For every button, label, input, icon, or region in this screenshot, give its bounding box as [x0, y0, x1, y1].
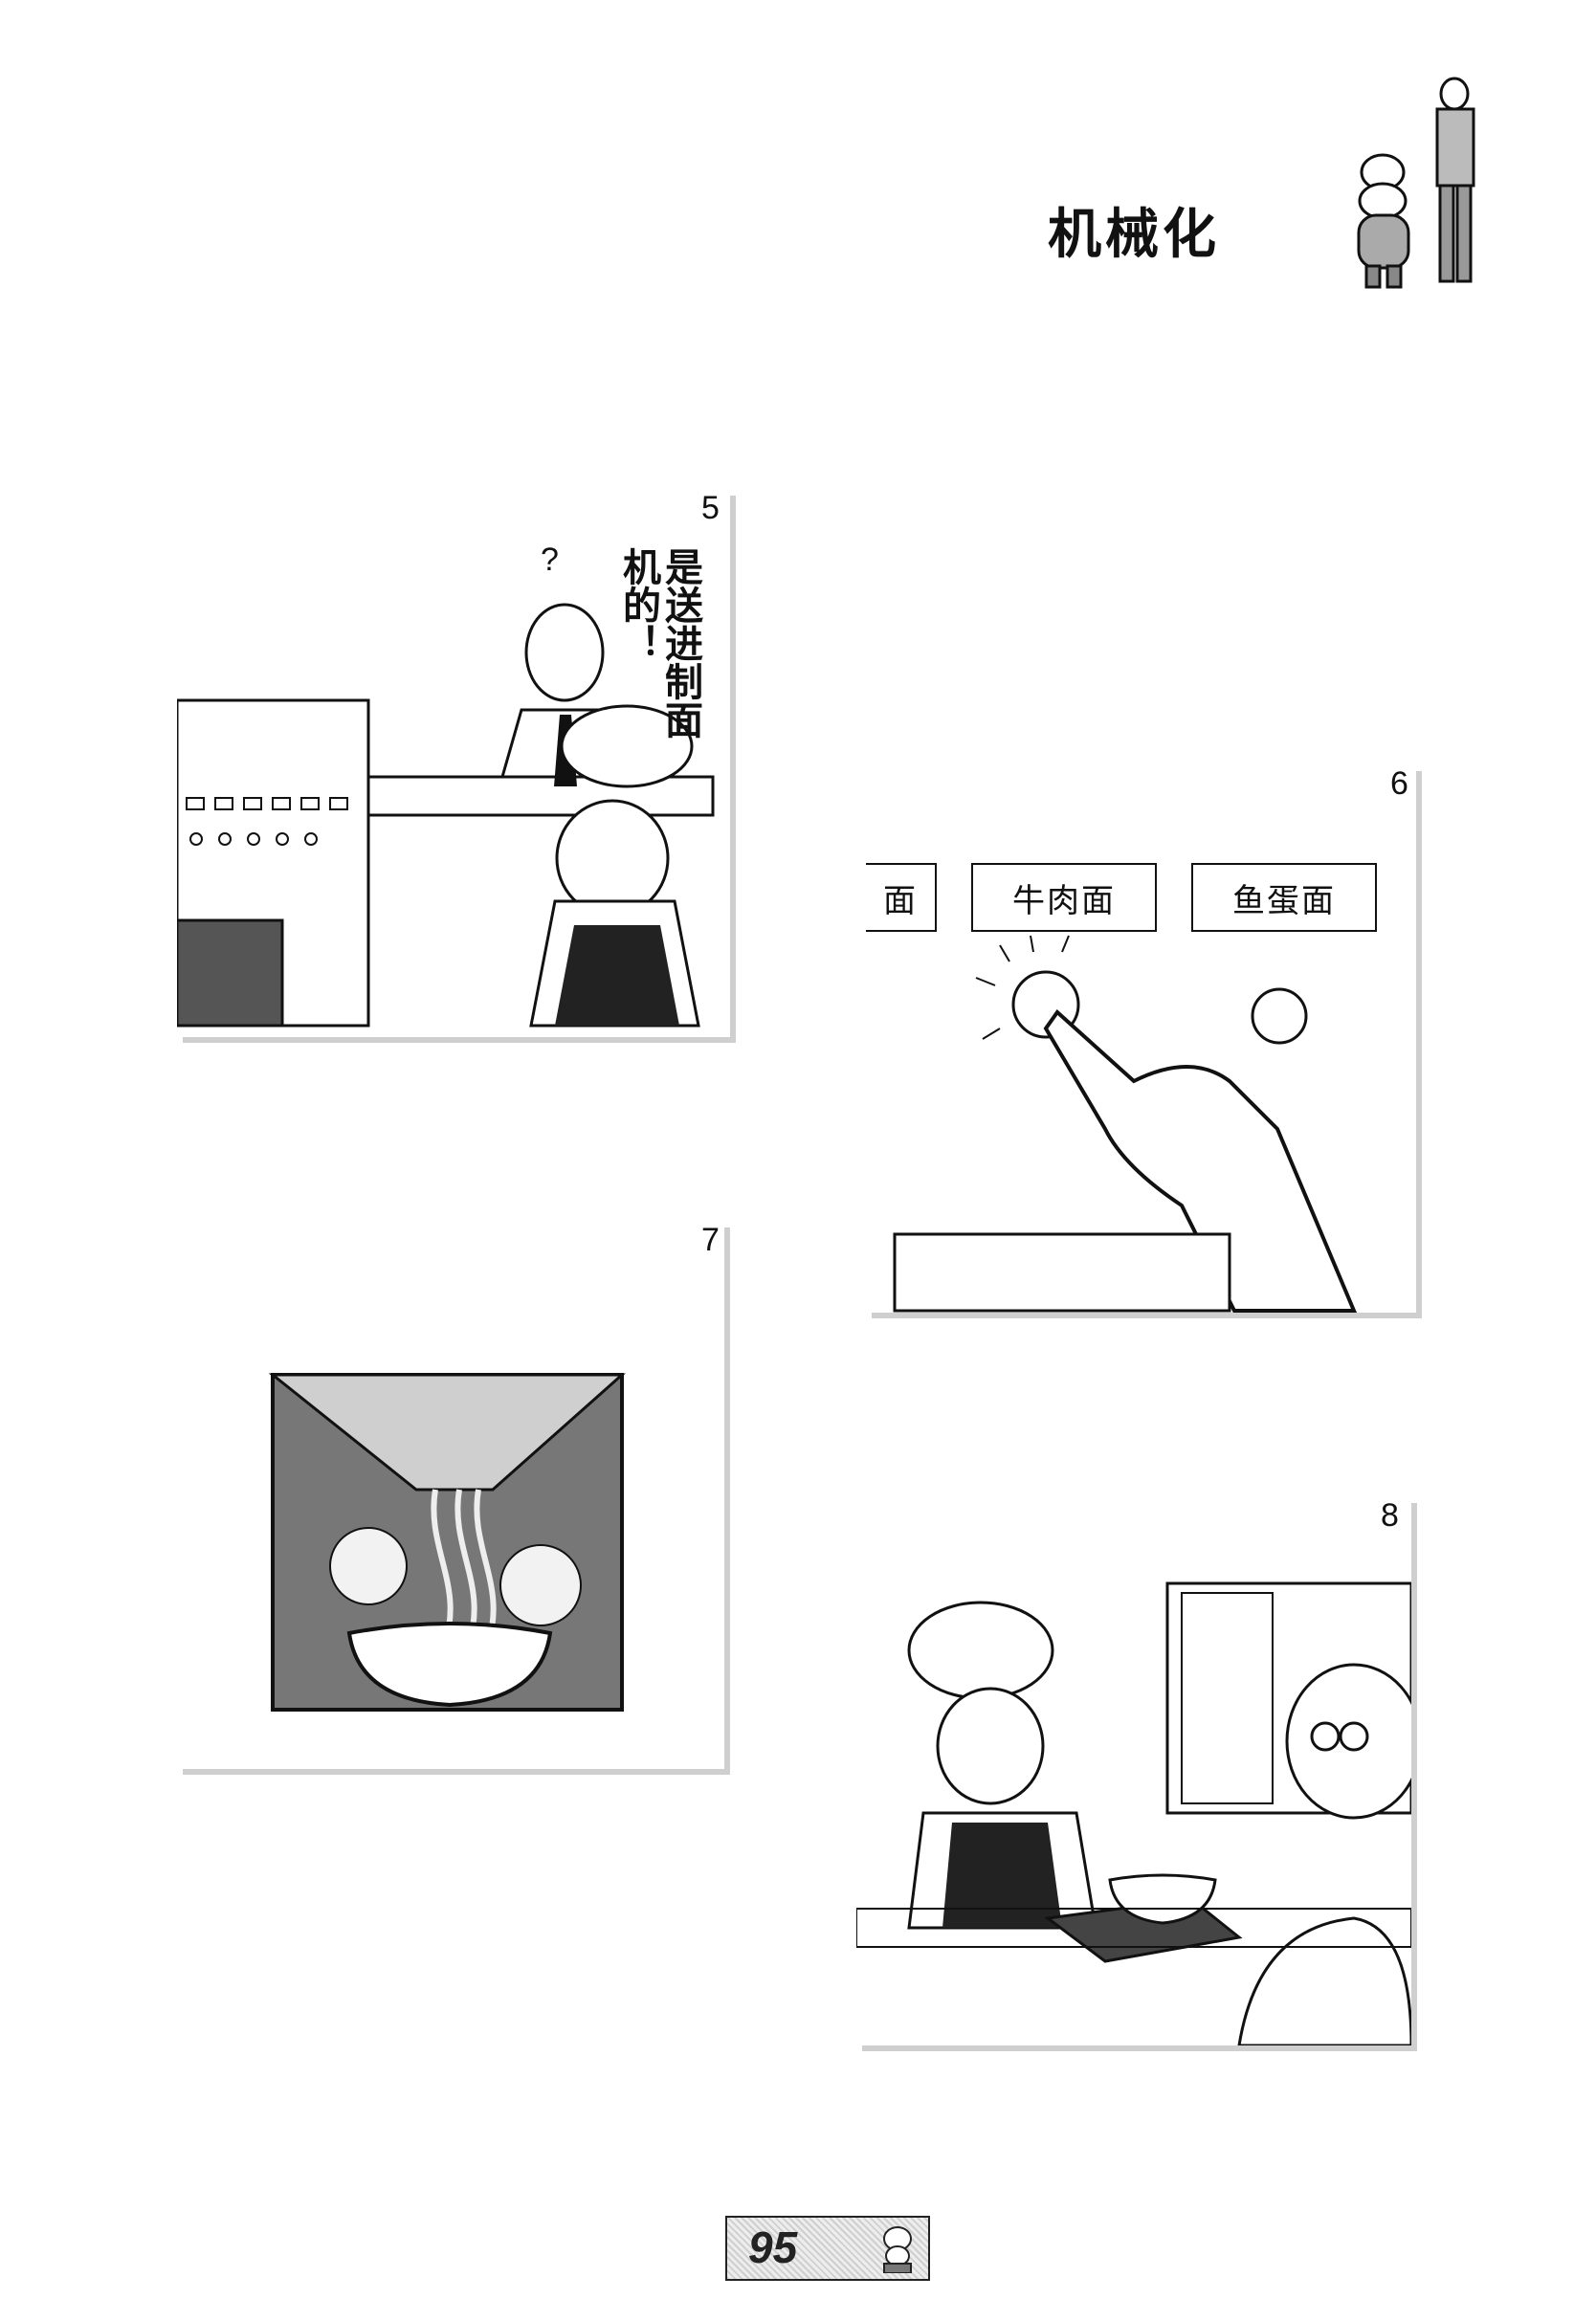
- page-number: 95: [748, 2222, 798, 2272]
- panel-number: 6: [1390, 765, 1408, 802]
- page-title: 机械化: [1048, 204, 1220, 266]
- comic-panel-6: 6 面 牛肉面 鱼蛋面: [866, 765, 1416, 1313]
- menu-sign-noodle: 面: [866, 863, 937, 932]
- comic-panel-5: 5 是送进制面机的！ ?: [177, 490, 730, 1037]
- panel-6-illustration: [893, 935, 1358, 1313]
- speech-balloon-text: 是送进制面机的！: [616, 547, 702, 739]
- panel-8-illustration: [856, 1581, 1411, 2045]
- comic-panel-8: 8: [856, 1497, 1411, 2045]
- menu-sign-fishball-noodle: 鱼蛋面: [1191, 863, 1377, 932]
- character-avatar-icon: [883, 2226, 912, 2273]
- menu-sign-beef-noodle: 牛肉面: [971, 863, 1157, 932]
- question-mark: ?: [541, 542, 559, 578]
- panel-number: 8: [1381, 1497, 1399, 1534]
- panel-5-illustration: [177, 603, 715, 1028]
- panel-7-illustration: [268, 1373, 626, 1712]
- page-number-badge: 95: [725, 2216, 930, 2281]
- panel-number: 7: [701, 1222, 720, 1258]
- panel-number: 5: [701, 490, 720, 526]
- comic-panel-7: 7: [177, 1222, 724, 1769]
- title-characters-illustration: [1357, 77, 1475, 289]
